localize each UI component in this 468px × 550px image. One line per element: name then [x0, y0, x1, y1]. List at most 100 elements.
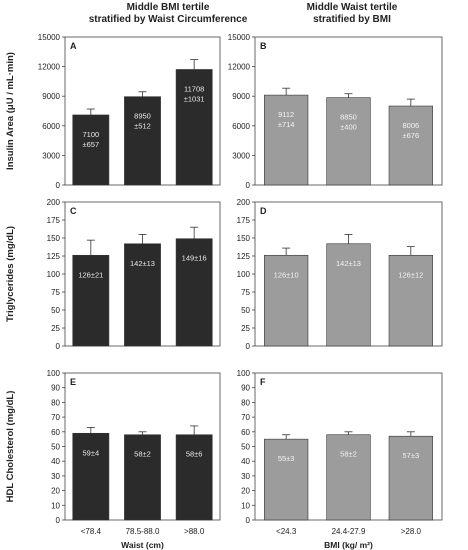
- data-label: 58±2: [340, 450, 357, 459]
- panel-f: F 0 10 20 30 40 50 60 70 80 90 100 55±3 <24.3 58±2 24.4…: [237, 369, 443, 550]
- panel-d: D 0 25 50 75 100 125 150 175 200 126±10 142±13 126±1…: [237, 198, 443, 351]
- right-column-title-line1: Middle Waist tertile: [307, 2, 398, 13]
- data-label: 126±12: [398, 270, 423, 279]
- bar: [72, 432, 110, 521]
- data-label: 9112: [278, 110, 294, 119]
- category-label: 24.4-27.9: [332, 527, 366, 536]
- y-tick-label: 90: [51, 384, 60, 393]
- y-tick-label: 6000: [232, 122, 250, 131]
- data-label: 8006: [402, 121, 419, 130]
- y-tick-label: 50: [51, 443, 60, 452]
- left-column-title-line1: Middle BMI tertile: [127, 2, 210, 13]
- y-tick-label: 150: [47, 234, 61, 243]
- y-tick-label: 15000: [38, 33, 61, 42]
- bar: [124, 96, 161, 186]
- data-label: 142±13: [130, 259, 155, 268]
- y-tick-label: 50: [241, 306, 250, 315]
- data-label: 142±13: [336, 259, 361, 268]
- bar: [72, 114, 110, 186]
- y-tick-label: 12000: [38, 63, 61, 72]
- bar: [175, 238, 213, 347]
- y-tick-label: 200: [47, 198, 61, 207]
- y-tick-label: 0: [56, 181, 61, 190]
- data-label: 7100: [82, 130, 99, 139]
- panel-letter: C: [70, 206, 77, 216]
- category-label: <24.3: [276, 527, 297, 536]
- y-tick-label: 150: [237, 234, 251, 243]
- y-tick-label: 100: [47, 369, 61, 378]
- y-tick-label: 3000: [42, 151, 60, 160]
- data-label: 57±3: [403, 451, 420, 460]
- y-tick-label: 70: [241, 413, 250, 422]
- category-label: >88.0: [184, 527, 205, 536]
- y-tick-label: 15000: [228, 33, 251, 42]
- y-tick-label: 100: [47, 270, 61, 279]
- y-tick-label: 6000: [42, 122, 60, 131]
- y-tick-label: 25: [51, 324, 60, 333]
- panel-letter: A: [70, 41, 77, 51]
- y-tick-label: 25: [241, 324, 250, 333]
- y-tick-label: 50: [51, 306, 60, 315]
- bar: [388, 435, 433, 521]
- y-tick-label: 100: [237, 369, 251, 378]
- data-label: ±676: [403, 131, 420, 140]
- y-tick-label: 0: [246, 342, 251, 351]
- bar: [388, 254, 433, 347]
- panel-letter: E: [70, 377, 76, 387]
- left-column-title-line2: stratified by Waist Circumference: [89, 14, 248, 25]
- y-axis-label: Triglycerides (mg/dL): [5, 226, 16, 322]
- y-tick-label: 75: [241, 288, 250, 297]
- data-label: ±714: [278, 120, 295, 129]
- data-label: 126±21: [78, 270, 103, 279]
- y-tick-label: 40: [241, 457, 250, 466]
- y-tick-label: 75: [51, 288, 60, 297]
- data-label: 149±16: [182, 254, 207, 263]
- category-label: <78.4: [81, 527, 102, 536]
- panel-c: C 0 25 50 75 100 125 150 175 200 Triglycerides (mg…: [5, 198, 221, 351]
- data-label: 58±2: [134, 450, 151, 459]
- bar: [326, 434, 371, 521]
- panel-b: B 0 3000 6000 9000 12000 15000 9112±714 8850±400…: [228, 33, 443, 190]
- y-tick-label: 10: [51, 501, 60, 510]
- y-tick-label: 60: [51, 428, 60, 437]
- y-axis-label: HDL Cholesterol (mg/dL): [5, 391, 16, 503]
- data-label: ±400: [340, 123, 357, 132]
- x-axis-label: BMI (kg/ m²): [324, 540, 373, 550]
- data-label: 8850: [340, 113, 357, 122]
- panel-letter: B: [260, 41, 267, 51]
- y-tick-label: 20: [51, 487, 60, 496]
- y-tick-label: 9000: [232, 92, 250, 101]
- data-label: 11708: [184, 84, 204, 93]
- bar: [264, 94, 309, 186]
- data-label: 58±6: [186, 450, 203, 459]
- data-label: ±512: [134, 122, 151, 131]
- y-tick-label: 125: [237, 252, 251, 261]
- y-tick-label: 30: [51, 472, 60, 481]
- bar: [326, 243, 371, 347]
- y-tick-label: 3000: [232, 151, 250, 160]
- y-tick-label: 9000: [42, 92, 60, 101]
- y-tick-label: 80: [241, 398, 250, 407]
- y-tick-label: 100: [237, 270, 251, 279]
- y-tick-label: 0: [246, 516, 251, 525]
- data-label: 126±10: [274, 270, 299, 279]
- data-label: ±657: [83, 140, 100, 149]
- bar: [264, 254, 309, 347]
- data-label: 8950: [134, 112, 151, 121]
- y-tick-label: 125: [47, 252, 61, 261]
- y-tick-label: 60: [241, 428, 250, 437]
- bar: [388, 105, 433, 186]
- y-tick-label: 80: [51, 398, 60, 407]
- right-column-title-line2: stratified by BMI: [313, 14, 391, 25]
- panel-e: E 0 10 20 30 40 50 60 70 80 90 100 HDL Cholesterol (…: [5, 369, 221, 550]
- data-label: 55±3: [278, 454, 295, 463]
- x-axis-label: Waist (cm): [121, 540, 164, 550]
- y-tick-label: 175: [47, 216, 61, 225]
- bar: [326, 97, 371, 186]
- bar: [124, 434, 161, 521]
- y-tick-label: 10: [241, 501, 250, 510]
- data-label: ±1031: [184, 94, 205, 103]
- y-axis-label: Insulin Area (μU / mL·min): [5, 52, 16, 170]
